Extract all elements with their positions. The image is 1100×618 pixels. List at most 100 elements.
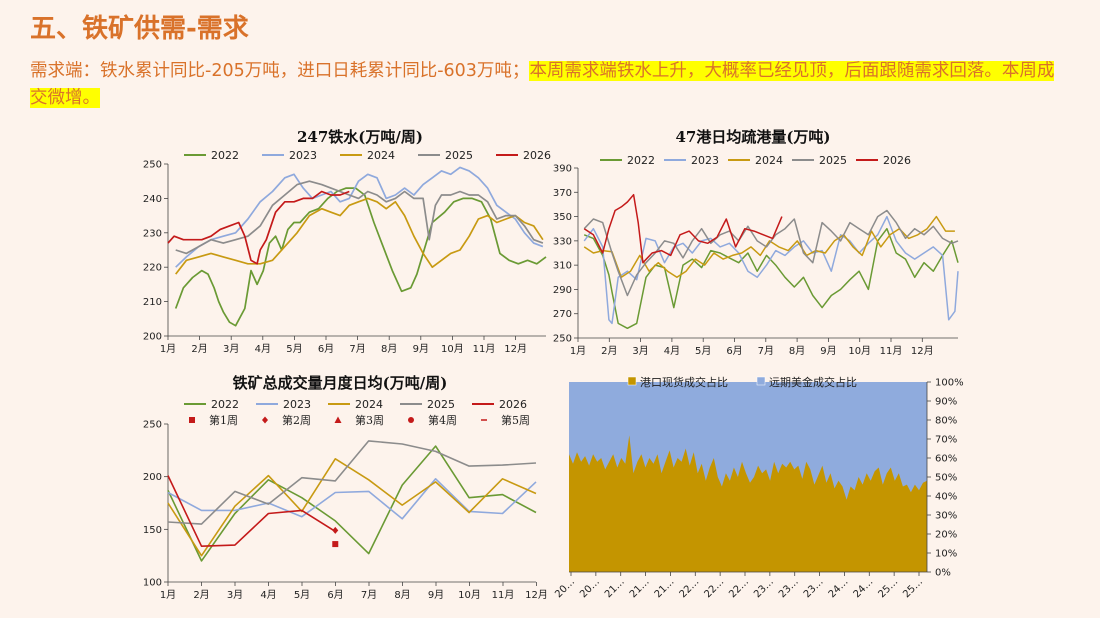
chart-port-clearance-svg: 47港日均疏港量(万吨) 2022 2023 2024 2025 2026 250 270 29… <box>553 128 959 357</box>
series-line-2025 <box>583 209 959 297</box>
data-marker-第1周 <box>332 541 339 548</box>
data-marker-第2周 <box>332 526 339 534</box>
x-tick-label: 12月 <box>525 589 548 601</box>
y-tick-label: 370 <box>553 188 572 199</box>
x-tick-label: 8月 <box>381 343 397 355</box>
legend-label-2024: 2024 <box>367 149 395 162</box>
legend-swatch-share-0 <box>627 376 637 386</box>
y-tick-label: 330 <box>553 236 572 247</box>
x-tick-label: 21… <box>653 576 677 600</box>
page-subtitle: 需求端：铁水累计同比-205万吨，进口日耗累计同比-603万吨；本周需求端铁水上… <box>30 58 1070 112</box>
x-tick-label: 12月 <box>911 345 934 357</box>
x-tick-label: 9月 <box>820 345 836 357</box>
y-tick-label: 200 <box>143 332 162 343</box>
x-tick-label: 10月 <box>848 345 871 357</box>
x-tick-label: 20… <box>553 576 577 600</box>
legend-label-2024: 2024 <box>755 154 783 167</box>
x-tick-label: 5月 <box>695 345 711 357</box>
y-tick-label: 350 <box>553 212 572 223</box>
x-tick-label: 3月 <box>223 343 239 355</box>
chart-iron-water: 247铁水(万吨/周) 2022 2023 2024 2025 2026 200 210 220… <box>140 122 551 358</box>
series-line-2026 <box>167 475 336 547</box>
series-line-2024 <box>175 197 544 275</box>
x-tick-label: 4月 <box>255 343 271 355</box>
x-tick-label: 9月 <box>428 589 444 601</box>
x-tick-label: 2月 <box>193 589 209 601</box>
x-tick-label: 8月 <box>789 345 805 357</box>
series-line-2022 <box>174 187 547 327</box>
x-tick-label: 6月 <box>726 345 742 357</box>
x-tick-label: 9月 <box>413 343 429 355</box>
x-tick-label: 22… <box>678 576 702 600</box>
legend-label-2022: 2022 <box>211 149 239 162</box>
chart-port-clearance: 47港日均疏港量(万吨) 2022 2023 2024 2025 2026 250 270 29… <box>548 122 968 358</box>
series-line-2026 <box>583 193 783 264</box>
x-tick-label: 7月 <box>758 345 774 357</box>
legend-marker-第3周 <box>334 416 342 423</box>
y-tick-label: 40% <box>935 492 957 503</box>
legend-marker-第4周 <box>408 417 414 423</box>
series-line-2022 <box>167 445 537 562</box>
y-tick-label: 60% <box>935 454 957 465</box>
x-tick-label: 21… <box>603 576 627 600</box>
legend-label-2022: 2022 <box>627 154 655 167</box>
series-line-2023 <box>167 478 537 520</box>
legend-marker-label-第5周: 第5周 <box>501 413 530 427</box>
legend-marker-label-第2周: 第2周 <box>282 413 311 427</box>
y-tick-label: 210 <box>143 297 162 308</box>
legend-label-2025: 2025 <box>427 398 455 411</box>
y-tick-label: 230 <box>143 228 162 239</box>
x-tick-label: 3月 <box>632 345 648 357</box>
chart-monthly-trade: 铁矿总成交量月度日均(万吨/周) 2022 2023 2024 2025 2026 100 1… <box>140 370 550 610</box>
y-tick-label: 20% <box>935 530 957 541</box>
x-tick-label: 23… <box>802 576 826 600</box>
legend-label-2023: 2023 <box>289 149 317 162</box>
y-tick-label: 50% <box>935 473 957 484</box>
x-tick-label: 25… <box>901 576 925 600</box>
chart-trade-share: 港口现货成交占比 远期美金成交占比 0% 10% 20% 30% 40% 50% 60% 70% 8… <box>548 370 968 610</box>
legend-label-share-0: 港口现货成交占比 <box>640 375 728 389</box>
series-line-2022 <box>583 227 959 330</box>
x-tick-label: 23… <box>752 576 776 600</box>
x-tick-label: 5月 <box>294 589 310 601</box>
y-tick-label: 270 <box>553 309 572 320</box>
legend-label-2025: 2025 <box>445 149 473 162</box>
x-tick-label: 25… <box>876 576 900 600</box>
series-line-2024 <box>583 215 955 279</box>
x-tick-label: 20… <box>578 576 602 600</box>
x-tick-label: 22… <box>727 576 751 600</box>
chart-iron-water-svg: 247铁水(万吨/周) 2022 2023 2024 2025 2026 200 210 220… <box>143 128 551 355</box>
y-tick-label: 80% <box>935 416 957 427</box>
x-tick-label: 11月 <box>492 589 515 601</box>
x-tick-label: 24… <box>827 576 851 600</box>
x-tick-label: 11月 <box>880 345 903 357</box>
x-tick-label: 4月 <box>260 589 276 601</box>
y-tick-label: 290 <box>553 285 572 296</box>
y-tick-label: 30% <box>935 511 957 522</box>
y-tick-label: 100% <box>935 378 964 389</box>
y-tick-label: 0% <box>935 568 951 579</box>
series-line-2026 <box>167 190 350 265</box>
x-tick-label: 10月 <box>458 589 481 601</box>
x-tick-label: 1月 <box>570 345 586 357</box>
y-tick-label: 100 <box>143 578 162 589</box>
legend-label-2023: 2023 <box>691 154 719 167</box>
legend-marker-第2周 <box>262 416 268 424</box>
subtitle-plain: 需求端：铁水累计同比-205万吨，进口日耗累计同比-603万吨； <box>30 61 530 81</box>
legend-label-2026: 2026 <box>883 154 911 167</box>
legend-swatch-share-1 <box>756 376 766 386</box>
y-tick-label: 150 <box>143 525 162 536</box>
legend-label-2026: 2026 <box>499 398 527 411</box>
series-line-2025 <box>175 180 544 255</box>
y-tick-label: 220 <box>143 263 162 274</box>
x-tick-label: 22… <box>702 576 726 600</box>
x-tick-label: 1月 <box>160 589 176 601</box>
legend-label-2025: 2025 <box>819 154 847 167</box>
legend-marker-label-第4周: 第4周 <box>428 413 457 427</box>
y-tick-label: 250 <box>143 160 162 171</box>
chart-trade-share-svg: 港口现货成交占比 远期美金成交占比 0% 10% 20% 30% 40% 50% 60% 70% 8… <box>553 375 964 600</box>
legend-marker-label-第3周: 第3周 <box>355 413 384 427</box>
y-tick-label: 240 <box>143 194 162 205</box>
legend-label-2023: 2023 <box>283 398 311 411</box>
legend-marker-label-第1周: 第1周 <box>209 413 238 427</box>
